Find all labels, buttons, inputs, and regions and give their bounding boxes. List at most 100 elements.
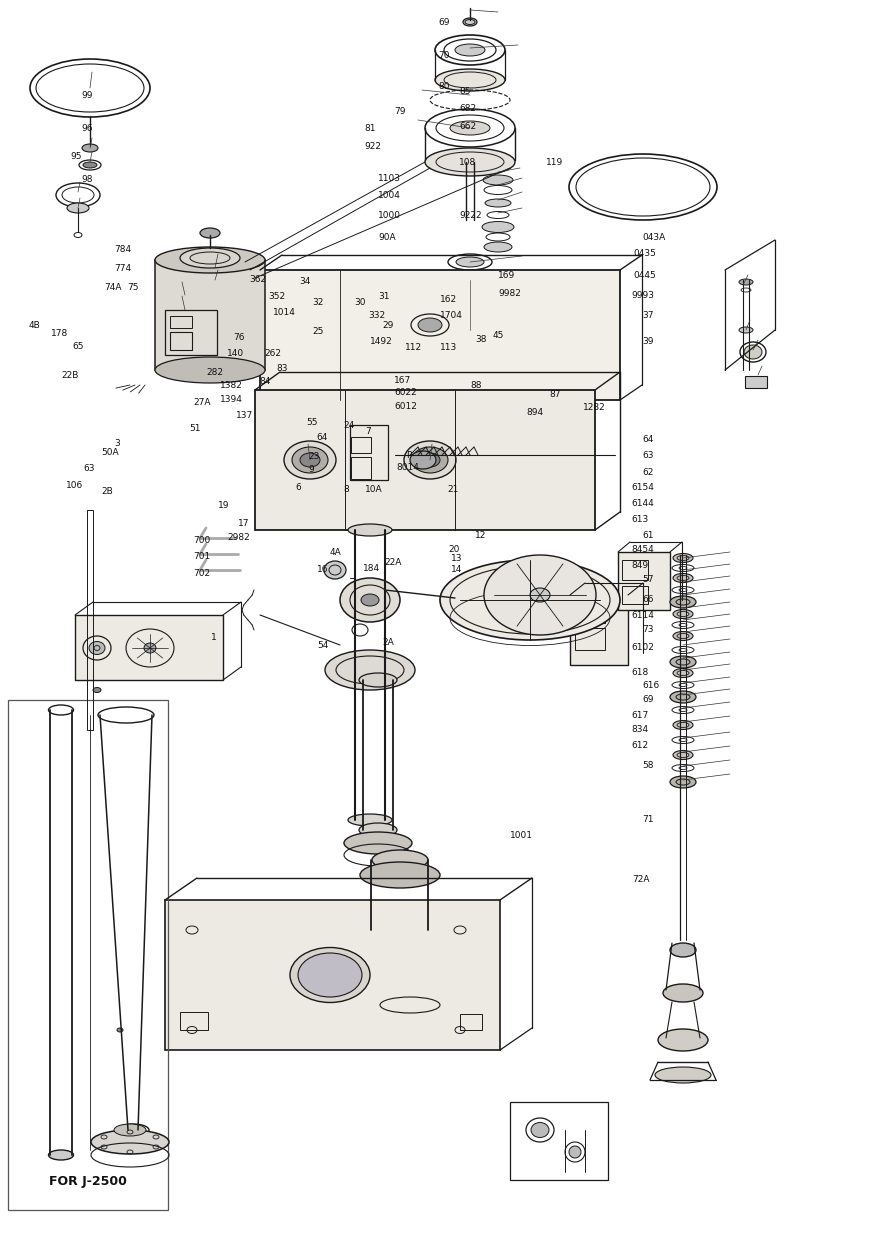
Text: 20: 20 [449, 545, 460, 555]
Text: 352: 352 [268, 291, 285, 301]
Text: 140: 140 [227, 349, 244, 359]
Text: 61: 61 [642, 530, 654, 540]
Text: 1704: 1704 [440, 310, 463, 320]
Text: 682: 682 [459, 104, 476, 114]
Text: 98: 98 [81, 175, 92, 185]
Text: 1000: 1000 [378, 210, 401, 220]
Bar [8, 700, 168, 1210]
Text: 0445: 0445 [634, 270, 656, 280]
Text: 30: 30 [355, 298, 366, 308]
Text: 137: 137 [236, 410, 253, 420]
Text: 617: 617 [632, 710, 649, 720]
Text: 99: 99 [81, 90, 92, 100]
Text: 6154: 6154 [632, 482, 655, 492]
Text: 1103: 1103 [378, 174, 401, 184]
Text: 70: 70 [438, 50, 450, 60]
Text: 7: 7 [365, 426, 371, 436]
Text: 21: 21 [447, 485, 458, 495]
Text: 22B: 22B [62, 370, 79, 380]
Ellipse shape [670, 656, 696, 668]
Text: 96: 96 [81, 124, 92, 134]
Ellipse shape [670, 942, 696, 958]
Text: 90A: 90A [378, 232, 396, 242]
Ellipse shape [410, 451, 436, 469]
Ellipse shape [361, 594, 379, 606]
Text: 72A: 72A [632, 875, 649, 885]
Text: 71: 71 [642, 815, 654, 825]
Ellipse shape [673, 750, 693, 760]
Text: 1: 1 [211, 632, 217, 642]
Text: 87: 87 [549, 390, 561, 400]
Text: 17: 17 [238, 519, 249, 529]
Bar [618, 552, 670, 610]
Text: 12: 12 [475, 530, 487, 540]
Text: 0435: 0435 [634, 249, 656, 259]
Text: 75: 75 [128, 282, 139, 292]
Text: 27A: 27A [194, 398, 211, 408]
Text: 849: 849 [632, 560, 649, 570]
Text: 3: 3 [114, 439, 121, 449]
Bar [622, 586, 648, 604]
Ellipse shape [420, 452, 440, 468]
Text: 662: 662 [459, 121, 476, 131]
Ellipse shape [93, 688, 101, 692]
Text: 167: 167 [394, 375, 412, 385]
Bar [255, 390, 595, 530]
Text: 29: 29 [382, 320, 393, 330]
Ellipse shape [412, 448, 448, 472]
Text: 38: 38 [475, 335, 487, 345]
Bar [745, 376, 767, 388]
Ellipse shape [440, 560, 620, 640]
Text: 84: 84 [260, 376, 271, 386]
Ellipse shape [404, 441, 456, 479]
Text: 184: 184 [363, 564, 379, 574]
Ellipse shape [348, 524, 392, 536]
Ellipse shape [569, 1146, 581, 1158]
Text: 4A: 4A [330, 548, 341, 558]
Text: 69: 69 [438, 18, 450, 28]
Text: 64: 64 [642, 435, 654, 445]
Ellipse shape [290, 948, 370, 1002]
Ellipse shape [83, 162, 97, 168]
Text: 178: 178 [51, 329, 69, 339]
Ellipse shape [91, 1130, 169, 1154]
Ellipse shape [284, 441, 336, 479]
Bar [570, 595, 628, 665]
Ellipse shape [340, 578, 400, 622]
Text: 34: 34 [299, 276, 311, 286]
Bar [575, 628, 605, 650]
Text: 1004: 1004 [378, 190, 401, 200]
Ellipse shape [89, 641, 105, 655]
Text: 2B: 2B [101, 486, 113, 496]
Bar [351, 458, 371, 479]
Text: 51: 51 [189, 424, 201, 434]
Ellipse shape [359, 672, 397, 688]
Text: 618: 618 [632, 668, 649, 678]
Ellipse shape [658, 1029, 708, 1051]
Text: 282: 282 [206, 368, 223, 378]
Ellipse shape [485, 199, 511, 208]
Ellipse shape [298, 952, 362, 998]
Ellipse shape [673, 554, 693, 562]
Text: 16: 16 [317, 565, 328, 575]
Text: 702: 702 [194, 569, 210, 579]
Ellipse shape [456, 258, 484, 268]
Ellipse shape [453, 294, 471, 302]
Text: 9: 9 [308, 465, 314, 475]
Ellipse shape [670, 776, 696, 788]
Ellipse shape [155, 357, 265, 382]
Text: 108: 108 [459, 158, 477, 168]
Ellipse shape [144, 642, 156, 652]
Text: 1282: 1282 [583, 402, 605, 412]
Text: 45: 45 [493, 330, 504, 340]
Text: 9222: 9222 [459, 210, 482, 220]
Ellipse shape [484, 242, 512, 252]
Bar [170, 316, 192, 328]
Ellipse shape [346, 926, 454, 958]
Ellipse shape [463, 18, 477, 26]
Bar [180, 1013, 208, 1030]
Text: 74A: 74A [104, 282, 121, 292]
Ellipse shape [344, 832, 412, 854]
Ellipse shape [530, 588, 550, 602]
Ellipse shape [673, 574, 693, 582]
